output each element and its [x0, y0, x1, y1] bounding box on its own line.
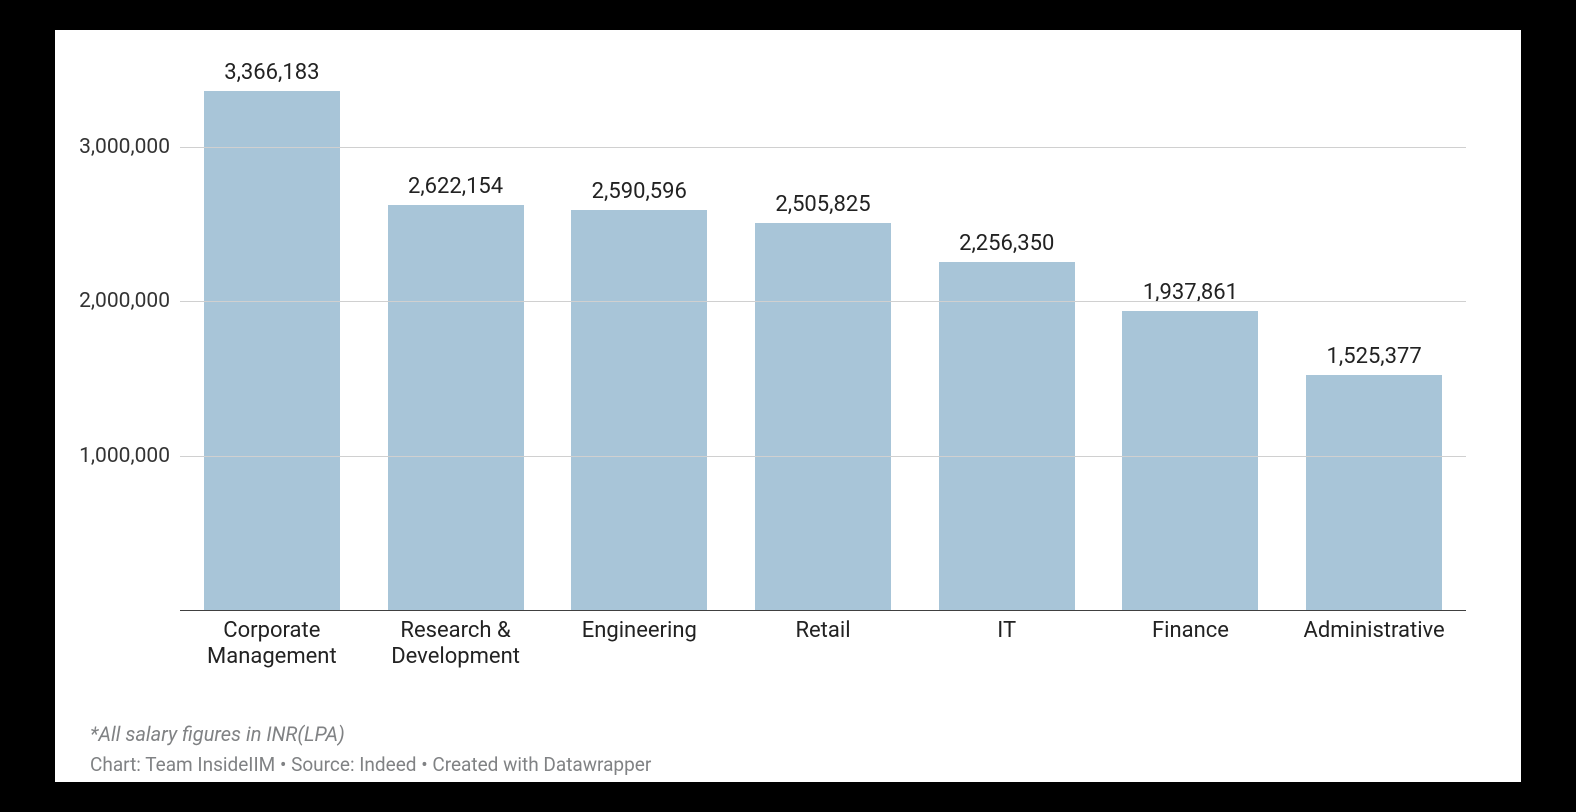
- chart-container: 3,366,183 2,622,154 2,590,596 2,505,825 2,25…: [0, 0, 1576, 812]
- bar: 1,525,377: [1306, 375, 1442, 610]
- category-label: Finance: [1152, 618, 1229, 644]
- bar-value-label: 3,366,183: [224, 60, 319, 85]
- baseline: [180, 610, 1466, 611]
- gridline: [180, 147, 1466, 148]
- category-label: IT: [997, 618, 1016, 644]
- category-label: Engineering: [582, 618, 697, 644]
- footnote-text: *All salary figures in INR(LPA): [90, 722, 345, 746]
- gridline: [180, 301, 1466, 302]
- plot-area: 3,366,183 2,622,154 2,590,596 2,505,825 2,25…: [180, 70, 1466, 610]
- category-label: Research & Development: [391, 618, 520, 671]
- bar-value-label: 2,590,596: [592, 179, 687, 204]
- category-label: Retail: [795, 618, 850, 644]
- credit-text: Chart: Team InsideIIM • Source: Indeed •…: [90, 753, 651, 776]
- bar: 2,590,596: [571, 210, 707, 610]
- gridline: [180, 456, 1466, 457]
- bar: 2,622,154: [388, 205, 524, 610]
- bars-layer: 3,366,183 2,622,154 2,590,596 2,505,825 2,25…: [180, 70, 1466, 610]
- bar: 2,256,350: [939, 262, 1075, 610]
- category-label: Administrative: [1304, 618, 1445, 644]
- category-label: Corporate Management: [207, 618, 337, 671]
- bar: 3,366,183: [204, 91, 340, 610]
- bar: 1,937,861: [1122, 311, 1258, 610]
- ytick-label: 3,000,000: [79, 135, 180, 159]
- bar-value-label: 2,256,350: [959, 231, 1054, 256]
- bar: 2,505,825: [755, 223, 891, 610]
- ytick-label: 1,000,000: [79, 444, 180, 468]
- bar-value-label: 2,622,154: [408, 174, 503, 199]
- ytick-label: 2,000,000: [79, 289, 180, 313]
- bar-value-label: 2,505,825: [775, 192, 870, 217]
- bar-value-label: 1,525,377: [1327, 344, 1422, 369]
